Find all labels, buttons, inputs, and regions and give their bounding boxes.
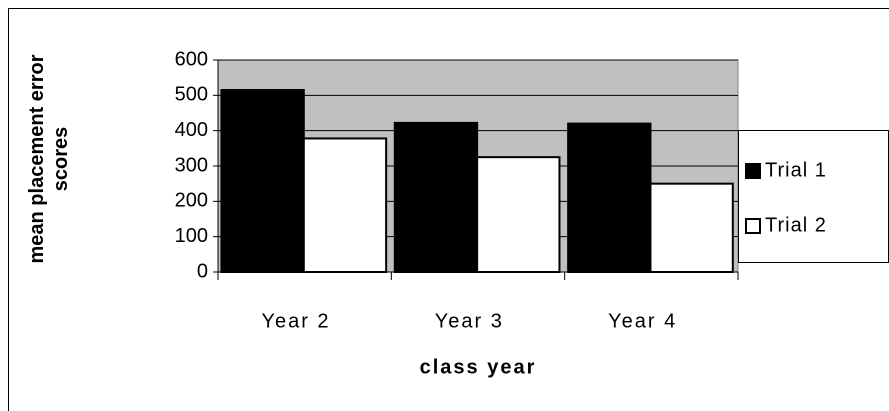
bar — [393, 121, 479, 274]
y-axis-label: mean placement error scores — [26, 54, 72, 264]
bar — [567, 122, 652, 273]
y-tick-label: 400 — [175, 119, 208, 141]
y-tick-label: 300 — [175, 154, 208, 176]
bar — [220, 89, 305, 273]
y-tick-label: 500 — [175, 84, 208, 106]
x-tick-label: Year 2 — [261, 310, 330, 332]
legend-label: Trial 1 — [765, 159, 827, 181]
x-tick-label: Year 3 — [435, 310, 504, 332]
y-tick-label: 0 — [197, 260, 208, 282]
legend-box — [738, 130, 889, 263]
bar — [649, 182, 734, 274]
y-tick-label: 600 — [175, 48, 208, 70]
bar — [302, 137, 388, 273]
legend-label: Trial 2 — [765, 214, 827, 236]
legend-swatch — [745, 163, 761, 179]
y-tick-label: 100 — [175, 225, 208, 247]
x-tick-label: Year 4 — [608, 310, 677, 332]
y-tick-label: 200 — [175, 190, 208, 212]
bar — [476, 156, 561, 274]
x-axis-label: class year — [420, 356, 537, 378]
chart-border — [8, 8, 889, 411]
legend-swatch — [745, 218, 761, 234]
